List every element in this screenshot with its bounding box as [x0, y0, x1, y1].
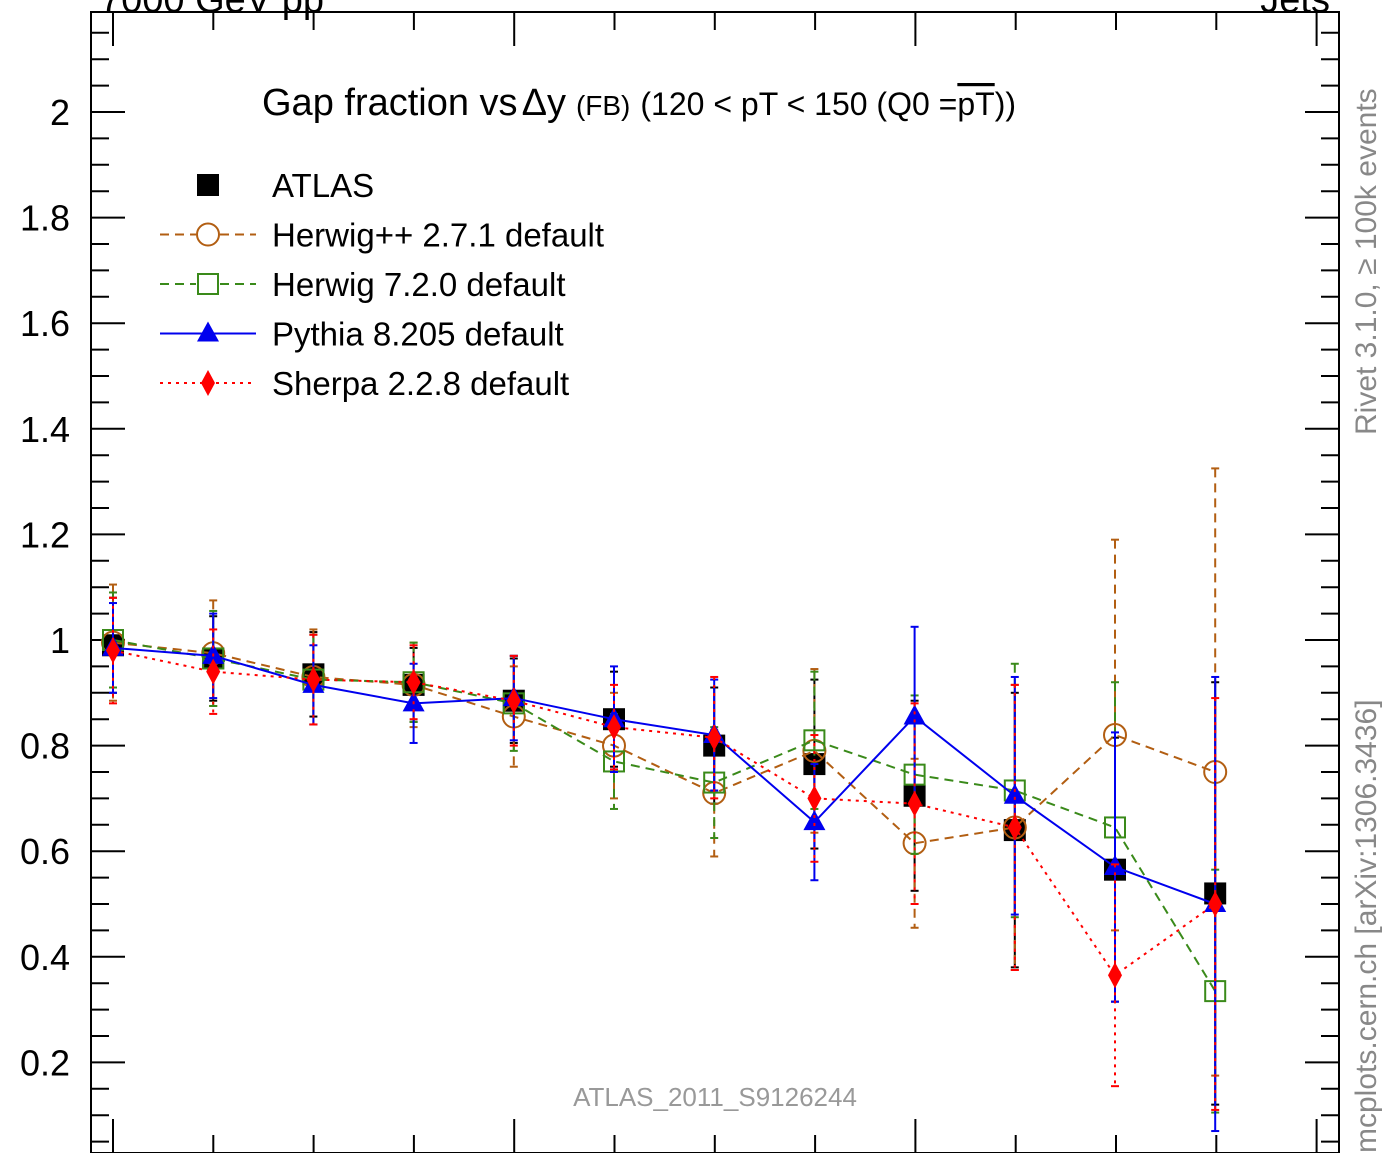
chart-title-close: )): [995, 86, 1016, 122]
legend-label: Pythia 8.205 default: [272, 316, 564, 353]
data-point: [907, 790, 922, 817]
data-point: [406, 669, 421, 696]
series-4: [106, 596, 1223, 1111]
legend-label: Herwig 7.2.0 default: [272, 266, 566, 303]
series-line: [112, 649, 1216, 977]
side-label-rivet: Rivet 3.1.0, ≥ 100k events: [1350, 88, 1383, 435]
data-point: [506, 687, 521, 714]
legend-marker: [196, 222, 220, 247]
data-point: [1003, 783, 1026, 804]
data-point: [1007, 814, 1022, 841]
legend-marker: [197, 273, 219, 295]
chart-title-small: (FB): [576, 90, 630, 121]
series-2: [102, 591, 1227, 1114]
series-line: [112, 641, 1216, 845]
y-tick-label: 0.8: [20, 726, 70, 767]
series-line: [112, 639, 1217, 992]
series-3: [102, 602, 1227, 1133]
header-right-label: Jets: [1260, 0, 1330, 21]
chart-title: Gap fraction vs Δy (FB) (120 < pT < 150 (Q0…: [262, 82, 1016, 124]
legend-label: Sherpa 2.2.8 default: [272, 365, 569, 402]
chart-title-main: Gap fraction vs: [262, 82, 518, 124]
y-tick-label: 1.4: [20, 409, 70, 450]
y-tick-label-zero: 0: [50, 1148, 70, 1153]
y-tick-label: 2: [50, 92, 70, 133]
y-tick-label: 1.6: [20, 303, 70, 344]
legend-marker: [197, 174, 219, 196]
data-point: [106, 637, 120, 664]
legend-marker: [197, 321, 219, 342]
chart-title-delta: Δy: [522, 82, 566, 124]
series-0: [102, 596, 1227, 1106]
data-point: [206, 658, 221, 685]
legend-label: Herwig++ 2.7.1 default: [272, 217, 604, 254]
data-point: [803, 810, 826, 831]
legend-marker: [201, 370, 215, 396]
data-point: [807, 785, 822, 812]
y-tick-label: 1: [50, 620, 70, 661]
legend-label: ATLAS: [272, 167, 374, 204]
series-line: [112, 646, 1216, 905]
data-point: [306, 666, 321, 693]
y-tick-label: 0.4: [20, 937, 70, 978]
y-tick-label: 0.2: [20, 1042, 70, 1083]
y-tick-label: 1.8: [20, 198, 70, 239]
chart-title-overline: pT: [957, 86, 994, 122]
data-point: [903, 704, 926, 725]
series-layer: [101, 467, 1228, 1133]
data-point: [803, 729, 826, 752]
data-point: [1108, 962, 1122, 989]
y-tick-label: 1.2: [20, 514, 70, 555]
legend-marker-bg: [196, 272, 220, 296]
side-label-mcplots: mcplots.cern.ch [arXiv:1306.3436]: [1350, 699, 1383, 1153]
header-left-label: 7000 GeV pp: [100, 0, 324, 21]
data-point: [607, 714, 621, 741]
legend: ATLAS Herwig++ 2.7.1 default Herwig 7.2.0 …: [160, 167, 604, 402]
data-point: [707, 724, 722, 751]
analysis-watermark: ATLAS_2011_S9126244: [573, 1082, 857, 1112]
y-tick-label: 0.6: [20, 831, 70, 872]
axes: 0.2 0.4 0.6 0.8 1 1.2 1.4 1.6 1.8 2 0: [20, 12, 1339, 1153]
chart-title-range: (120 < pT < 150 (Q0 =: [640, 86, 957, 122]
data-point: [1208, 891, 1223, 917]
